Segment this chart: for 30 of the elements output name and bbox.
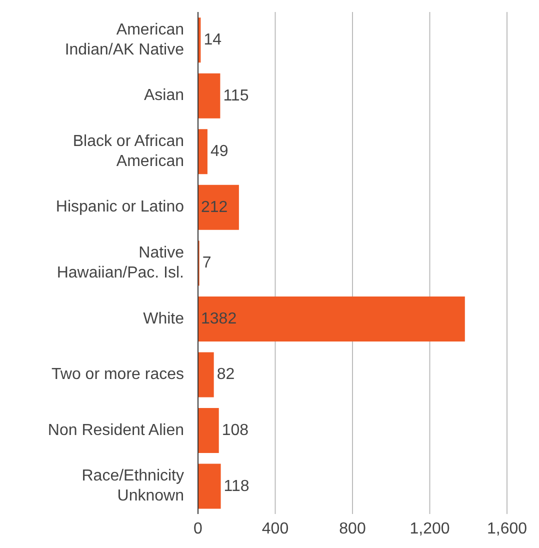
y-tick-label: American Indian/AK Native bbox=[64, 21, 184, 58]
y-tick-label: Two or more races bbox=[52, 366, 184, 384]
data-label: 118 bbox=[224, 478, 250, 495]
bar bbox=[198, 129, 208, 174]
data-label: 82 bbox=[216, 366, 235, 384]
y-tick-label: Hispanic or Latino bbox=[56, 198, 184, 216]
x-tick-label: 800 bbox=[339, 520, 366, 538]
y-tick-label: Non Resident Alien bbox=[48, 422, 184, 439]
bar bbox=[198, 73, 220, 118]
data-label: 7 bbox=[202, 254, 212, 272]
data-label: 108 bbox=[222, 422, 249, 440]
data-label: 14 bbox=[204, 32, 222, 49]
bar bbox=[198, 464, 221, 509]
x-tick-label: 1,600 bbox=[486, 520, 528, 538]
y-tick-label: Black or African American bbox=[72, 132, 184, 170]
x-tick-label: 0 bbox=[194, 520, 203, 538]
data-label: 49 bbox=[210, 143, 228, 160]
x-tick-label: 400 bbox=[262, 520, 289, 538]
bar bbox=[198, 352, 214, 398]
bar bbox=[198, 408, 219, 454]
bar bbox=[198, 296, 465, 342]
y-tick-label: Native Hawaiian/Pac. Isl. bbox=[56, 244, 184, 282]
data-label: 115 bbox=[223, 87, 249, 104]
data-label: 212 bbox=[201, 198, 228, 216]
y-tick-label: White bbox=[143, 310, 184, 328]
x-tick-label: 1,200 bbox=[410, 520, 450, 538]
bar bbox=[198, 184, 239, 230]
data-label: 1382 bbox=[201, 310, 237, 328]
y-tick-label: Asian bbox=[144, 87, 184, 104]
y-tick-label: Race/Ethnicity Unknown bbox=[82, 468, 184, 505]
